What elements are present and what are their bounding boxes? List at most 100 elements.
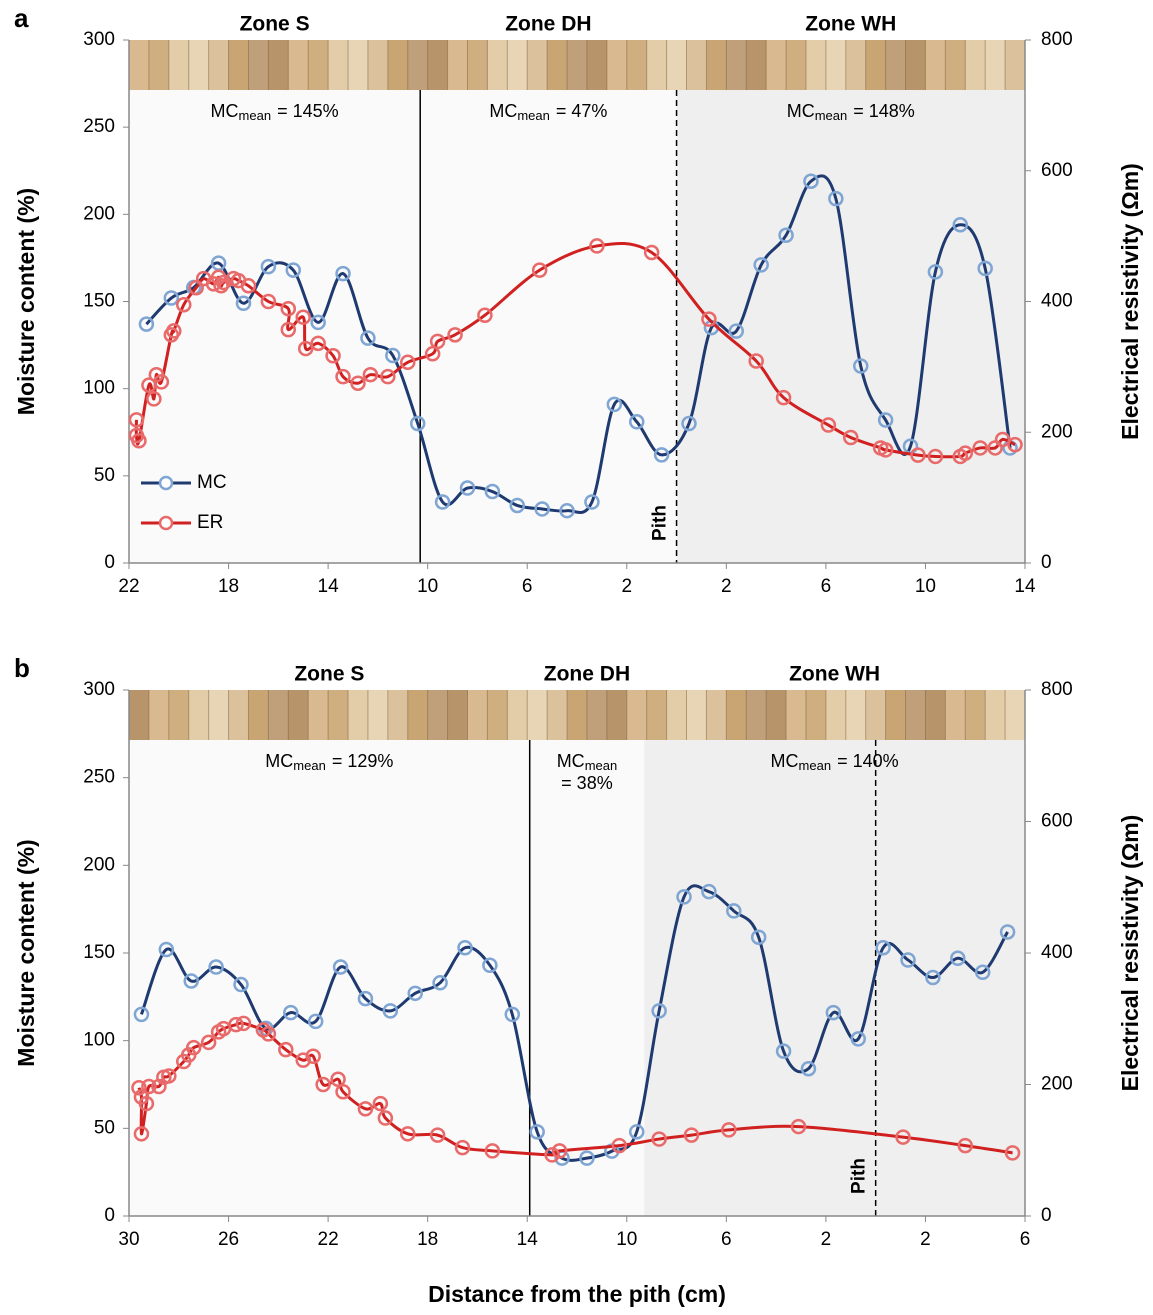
data-point	[1004, 1145, 1021, 1161]
data-point	[377, 1110, 394, 1126]
data-point	[551, 1143, 568, 1159]
core-photo-segment	[208, 40, 230, 90]
mc-mean-value: = 38%	[561, 773, 613, 793]
mc-mean-label: MCmean	[557, 751, 618, 774]
data-point	[683, 1127, 700, 1143]
data-point	[977, 260, 993, 277]
data-point	[362, 366, 379, 383]
core-photo-segment	[208, 690, 230, 740]
core-photo-segment	[427, 40, 449, 90]
data-point	[325, 348, 341, 364]
core-photo-segment	[487, 40, 508, 90]
x-tick-label: 2	[920, 1229, 931, 1250]
core-photo-segment	[288, 690, 309, 740]
data-point	[753, 257, 769, 273]
data-point	[335, 265, 351, 282]
data-point	[409, 415, 426, 432]
legend-marker	[158, 475, 174, 491]
x-tick-label: 2	[821, 1229, 832, 1250]
series-line	[137, 1021, 1013, 1157]
data-point	[628, 414, 645, 430]
mc-mean-value: = 129%	[332, 751, 394, 771]
data-point	[260, 1026, 277, 1042]
data-point	[141, 1078, 157, 1095]
data-point	[952, 217, 969, 233]
data-point	[297, 340, 314, 357]
core-photo-segment	[626, 40, 648, 90]
data-point	[994, 431, 1011, 448]
mc-symbol: MC	[489, 101, 517, 121]
data-point	[213, 278, 229, 294]
y-tick-label: 200	[83, 854, 115, 875]
core-photo-segment	[148, 40, 170, 90]
data-point	[584, 494, 600, 510]
y-tick-label: 50	[94, 1117, 115, 1138]
core-photo-segment	[129, 40, 150, 90]
core-photo-segment	[467, 40, 488, 90]
data-point	[653, 447, 670, 463]
mc-mean-value: = 145%	[277, 101, 339, 121]
shaded-zone	[644, 740, 1025, 1216]
core-photo-segment	[348, 40, 369, 90]
mc-mean-label: MCmean = 140%	[771, 751, 899, 774]
mc-mean-label: MCmean = 148%	[787, 101, 915, 124]
data-point	[454, 1139, 471, 1156]
data-point	[233, 976, 249, 993]
core-photo-segment	[865, 690, 887, 740]
data-point	[260, 258, 277, 275]
data-point	[188, 280, 204, 296]
core-photo-segment	[248, 40, 269, 90]
data-point	[484, 1143, 501, 1159]
core-photo-segment	[367, 40, 389, 90]
data-point	[280, 300, 297, 317]
data-point	[544, 1147, 560, 1163]
core-photo-segment	[586, 40, 608, 90]
x-tick-label: 14	[517, 1229, 539, 1250]
mc-subscript: mean	[293, 758, 326, 773]
y2-tick-label: 800	[1041, 679, 1073, 700]
data-point	[310, 335, 326, 352]
core-photo-segment	[547, 40, 568, 90]
core-photo-segment	[1005, 40, 1026, 90]
data-point	[950, 950, 966, 967]
core-photo-segment	[706, 690, 727, 740]
core-photo-segment	[1005, 690, 1026, 740]
data-point	[278, 1041, 294, 1058]
core-photo-segment	[865, 40, 887, 90]
x-tick-label: 18	[417, 1229, 438, 1250]
data-point	[820, 417, 837, 433]
data-point	[972, 440, 988, 456]
mc-symbol: MC	[211, 101, 239, 121]
data-point	[307, 1013, 324, 1030]
x-tick-label: 2	[721, 576, 732, 597]
core-photo-segment	[328, 40, 349, 90]
core-photo-segment	[666, 690, 688, 740]
core-photo-segment	[447, 40, 468, 90]
core-photo-segment	[766, 40, 787, 90]
data-point	[895, 1129, 911, 1145]
data-point	[850, 1031, 866, 1047]
y-axis-title: Moisture content (%)	[13, 188, 39, 415]
x-tick-label: 10	[417, 576, 438, 597]
data-point	[128, 412, 145, 428]
data-point	[927, 448, 944, 465]
data-point	[504, 1006, 521, 1023]
y-tick-label: 100	[83, 1030, 115, 1051]
data-point	[447, 327, 463, 343]
data-point	[400, 1126, 416, 1142]
core-photo-segment	[228, 40, 249, 90]
core-photo-segment	[706, 40, 727, 90]
core-photo-segment	[606, 40, 628, 90]
core-photo-segment	[188, 690, 210, 740]
data-point	[260, 293, 277, 310]
data-point	[957, 445, 974, 461]
core-photo-segment	[467, 690, 488, 740]
pith-label: Pith	[849, 1158, 870, 1194]
shaded-zone	[676, 90, 1025, 563]
data-point	[138, 1095, 155, 1112]
core-photo-segment	[825, 690, 847, 740]
data-point	[910, 447, 926, 463]
mc-subscript: mean	[815, 108, 848, 123]
core-photo-segment	[407, 690, 429, 740]
data-point	[877, 412, 894, 428]
